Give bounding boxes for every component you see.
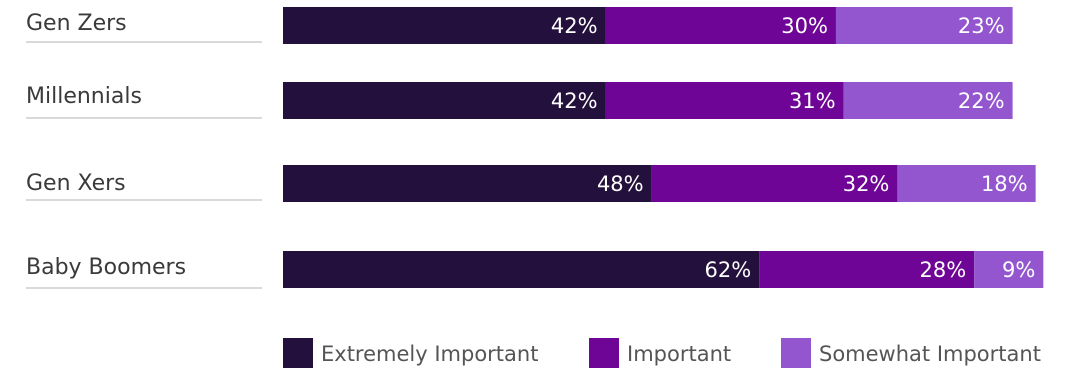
category-label: Baby Boomers bbox=[26, 255, 186, 280]
legend-label: Extremely Important bbox=[321, 342, 538, 366]
legend-label: Somewhat Important bbox=[819, 342, 1041, 366]
bar-segment bbox=[651, 165, 898, 202]
data-label: 22% bbox=[958, 89, 1005, 113]
legend-swatch bbox=[589, 338, 619, 368]
data-label: 32% bbox=[843, 172, 890, 196]
bar-segment bbox=[897, 165, 1036, 202]
data-label: 42% bbox=[551, 89, 598, 113]
category-label: Gen Zers bbox=[26, 11, 127, 36]
bar-segment bbox=[974, 251, 1044, 288]
category-label: Gen Xers bbox=[26, 171, 126, 196]
legend-swatch bbox=[781, 338, 811, 368]
legend-label: Important bbox=[627, 342, 731, 366]
bar-segment bbox=[283, 82, 606, 119]
bar-segment bbox=[759, 251, 975, 288]
bar-segment bbox=[605, 82, 844, 119]
bar-segment bbox=[605, 7, 836, 44]
legend-swatch bbox=[283, 338, 313, 368]
data-label: 23% bbox=[958, 14, 1005, 38]
data-label: 42% bbox=[551, 14, 598, 38]
data-label: 18% bbox=[981, 172, 1028, 196]
bar-segment bbox=[843, 82, 1013, 119]
category-label: Millennials bbox=[26, 84, 142, 109]
data-label: 30% bbox=[781, 14, 828, 38]
bar-segment bbox=[835, 7, 1013, 44]
bar-segment bbox=[283, 165, 652, 202]
data-label: 28% bbox=[920, 258, 967, 282]
bar-segment bbox=[283, 251, 760, 288]
data-label: 48% bbox=[597, 172, 644, 196]
data-label: 31% bbox=[789, 89, 836, 113]
bar-segment bbox=[283, 7, 606, 44]
data-label: 9% bbox=[1002, 258, 1035, 282]
data-label: 62% bbox=[704, 258, 751, 282]
